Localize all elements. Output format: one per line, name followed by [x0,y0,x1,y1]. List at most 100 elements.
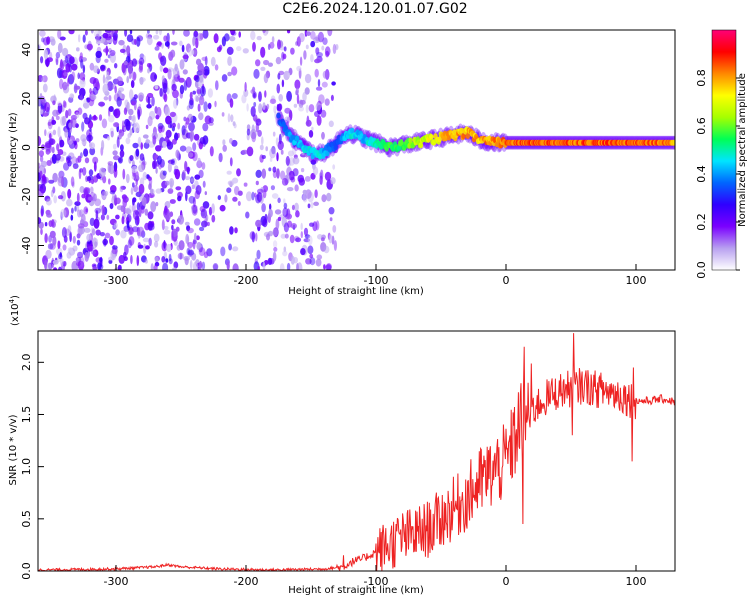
noise-blob [257,129,262,137]
noise-blob [291,204,295,211]
signal-core [350,127,355,134]
noise-blob [147,96,151,105]
noise-blob [266,103,270,110]
noise-blob [211,214,216,223]
colorbar-tick-label: 0.8 [695,69,708,87]
noise-blob [218,44,223,51]
noise-blob [287,30,291,34]
noise-blob [310,202,314,209]
noise-blob [319,175,323,185]
noise-blob [82,64,86,74]
noise-blob [109,235,114,246]
noise-blob [222,144,227,152]
noise-blob [112,122,120,128]
noise-blob [314,58,321,64]
noise-blob [286,187,294,192]
noise-blob [155,145,162,152]
noise-blob [299,56,303,66]
noise-blob [121,62,126,74]
noise-blob [103,96,109,101]
noise-blob [92,266,98,270]
noise-blob [126,76,129,84]
noise-blob [184,176,191,181]
noise-blob [131,202,136,213]
noise-blob [147,211,154,220]
noise-blob [171,219,176,225]
noise-blob [179,40,183,47]
noise-blob [268,258,275,265]
noise-blob [276,168,280,179]
noise-blob [119,48,126,54]
noise-blob [169,199,176,204]
noise-blob [272,240,278,248]
noise-blob [220,246,226,257]
noise-blob [124,207,131,214]
noise-blob [147,116,153,127]
noise-blob [332,225,337,233]
x-tick-label: 100 [626,575,647,588]
noise-blob [279,263,285,270]
noise-blob [236,46,242,52]
noise-blob [163,240,166,249]
noise-blob [118,254,125,264]
noise-blob [250,89,255,94]
noise-blob [272,251,277,262]
noise-blob [262,189,267,199]
noise-blob [72,235,76,244]
noise-blob [255,118,262,126]
noise-blob [270,95,276,104]
noise-blob [75,256,82,263]
noise-blob [246,124,251,131]
noise-blob [283,198,286,204]
noise-blob [197,103,201,112]
noise-blob [280,149,284,155]
noise-blob [188,122,195,132]
noise-blob [57,149,64,156]
noise-blob [166,87,170,95]
noise-blob [195,185,202,195]
noise-blob [262,30,269,36]
noise-blob [277,73,281,80]
noise-blob [127,239,132,249]
noise-blob [228,243,233,251]
snr-frame [37,330,676,572]
noise-blob [112,35,118,45]
noise-blob [63,235,68,243]
noise-blob [142,134,149,139]
noise-blob [116,76,123,86]
noise-blob [148,237,152,247]
noise-blob [290,176,296,183]
noise-blob [79,168,83,173]
noise-blob [305,258,312,265]
snr-panel: -300 -200 -100 0 100 0.0 0.5 1.0 1.5 2.0 Height … [8,295,676,596]
noise-blob [83,148,89,157]
noise-blob [231,66,238,76]
noise-blob [133,94,138,100]
noise-blob [285,155,290,166]
noise-blob [74,85,81,90]
noise-blob [39,30,46,37]
noise-blob [307,245,314,255]
noise-blob [173,261,179,269]
noise-blob [178,240,185,251]
noise-blob [76,192,80,203]
noise-blob [199,85,206,97]
noise-blob [177,252,184,260]
noise-blob [326,263,332,270]
noise-blob [251,231,255,243]
noise-blob [304,73,312,84]
noise-blob [62,47,69,57]
noise-blob [189,130,195,141]
snr-scale-base: (x10 [10,303,21,326]
noise-blob [147,30,150,34]
noise-blob [40,95,46,105]
noise-blob [53,267,58,270]
noise-blob [259,144,264,151]
noise-blob [296,65,302,72]
noise-blob [300,231,303,239]
noise-blob [129,30,133,35]
noise-blob [178,77,185,83]
noise-blob [114,85,117,94]
noise-blob [64,128,68,138]
noise-blob [163,67,169,74]
